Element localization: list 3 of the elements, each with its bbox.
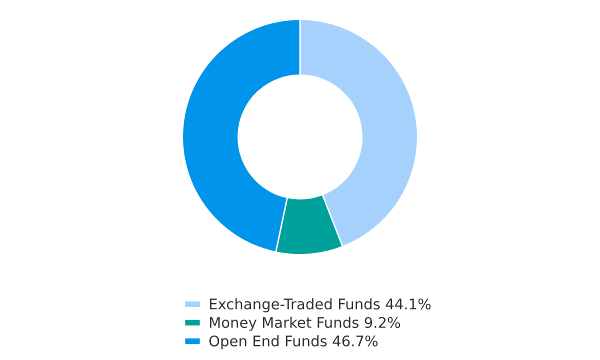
legend-label: Exchange-Traded Funds 44.1% xyxy=(210,298,431,312)
legend-label: Open End Funds 46.7% xyxy=(209,335,378,350)
legend-label: Money Market Funds 9.2% xyxy=(210,316,400,331)
